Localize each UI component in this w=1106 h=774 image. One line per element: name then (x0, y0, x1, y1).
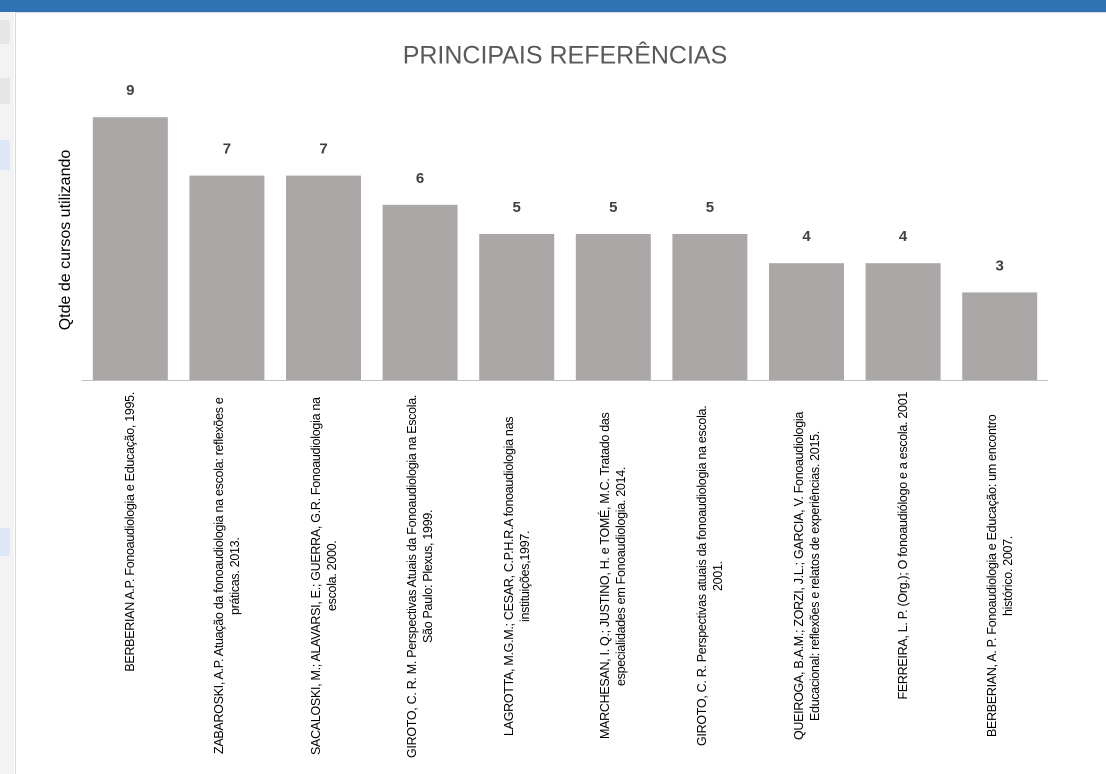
bar (92, 117, 168, 380)
x-tick-label: MARCHESAN, I. Q.; JUSTINO, H. e TOMÉ, M.… (598, 412, 629, 740)
side-cell (0, 140, 10, 170)
x-tick-label: BERBERIAN A.P. Fonoaudiologia e Educação… (123, 392, 138, 672)
data-label: 7 (319, 141, 327, 158)
bar (962, 292, 1038, 380)
data-label: 9 (126, 82, 134, 99)
data-label: 5 (609, 199, 617, 216)
x-tick-label: BERBERIAN, A. P. Fonoaudiologia e Educaç… (984, 414, 1015, 738)
data-label: 3 (996, 257, 1004, 274)
x-tick-label: GIROTO, C. R. M. Perspectivas Atuais da … (405, 394, 436, 758)
bar (769, 263, 844, 380)
data-label: 4 (899, 228, 908, 245)
chart-frame (15, 12, 1106, 774)
bar (479, 234, 555, 380)
bar (865, 263, 941, 380)
data-label: 5 (513, 199, 521, 216)
bar (382, 204, 458, 380)
x-tick-label: ZABAROSKI, A.P. Atuação da fonoaudiologi… (211, 397, 242, 755)
side-cell (0, 20, 10, 44)
y-axis-label: Qtde de cursos utilizando (57, 150, 74, 331)
bar (286, 175, 361, 380)
x-tick-label: SACALOSKI, M.; ALAVARSI, E.; GUERRA, G.R… (308, 397, 339, 755)
data-label: 4 (802, 228, 811, 245)
x-tick-label: QUEIROGA, B.A.M.; ZORZI, J.L.; GARCIA, V… (791, 412, 822, 740)
bar (575, 234, 651, 380)
bar (189, 175, 265, 380)
data-label: 5 (706, 199, 714, 216)
data-label: 6 (416, 170, 424, 187)
chart-title: PRINCIPAIS REFERÊNCIAS (403, 41, 728, 70)
x-tick-label: LAGROTTA, M.G.M.; CESAR, C.P.H.R.A fonoa… (501, 416, 532, 736)
x-tick-label: GIROTO, C. R. Perspectivas atuais da fon… (694, 405, 725, 747)
x-tick-label: FERREIRA, L. P. (Org.); O fonoaudiólogo … (896, 392, 911, 700)
bar (672, 234, 748, 380)
side-panel (0, 12, 14, 774)
side-cell (0, 78, 10, 104)
side-cell (0, 528, 10, 556)
window-bar (0, 0, 1106, 12)
data-label: 7 (223, 141, 231, 158)
